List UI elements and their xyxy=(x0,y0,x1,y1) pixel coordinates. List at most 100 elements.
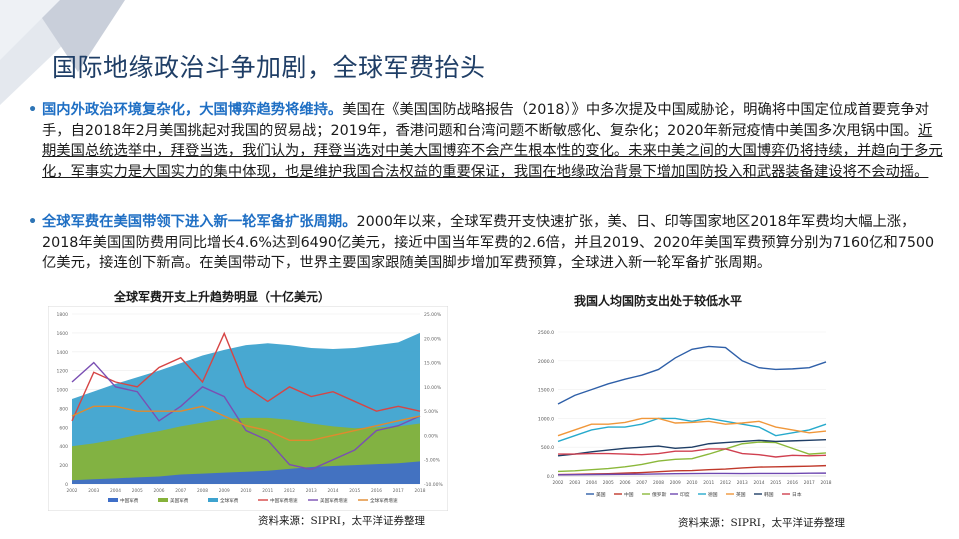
right-x-tick: 2006 xyxy=(620,480,631,486)
left-y-tick: 1400 xyxy=(57,350,69,356)
line-中国军费增速 xyxy=(71,331,421,422)
left-y-tick: 600 xyxy=(59,425,68,431)
left-y-tick: 0 xyxy=(65,482,68,488)
right-y-tick: 2000.0 xyxy=(538,359,554,365)
line-德国 xyxy=(557,417,827,443)
bullet-2-body: 2000年以来，全球军费开支快速扩张，美、日、印等国家地区2018年军费均大幅上… xyxy=(42,214,935,271)
line-印度 xyxy=(557,472,827,476)
bullet-1-underlined: 近期美国总统选举中，拜登当选，我们认为，拜登当选对中美大国博弈不会产生根本性的变… xyxy=(42,122,943,180)
right-x-tick: 2012 xyxy=(720,480,731,486)
left-x-tick: 2013 xyxy=(306,488,317,494)
legend-label: 中国军费 xyxy=(120,497,139,504)
left-y2-tick: 15.00% xyxy=(424,361,442,367)
bullet-1-lead: 国内外政治环境复杂化，大国博弈趋势将维持。 xyxy=(42,102,343,118)
right-chart-title: 我国人均国防支出处于较低水平 xyxy=(574,294,743,308)
line-全球军费增速 xyxy=(71,405,421,441)
per-capita-defense-chart: 0.0 500.0 1000.0 1500.0 2000.0 2500.0 2002 2003… xyxy=(538,330,832,498)
corner-decoration xyxy=(0,0,125,105)
left-y2-tick: 5.00% xyxy=(424,409,439,415)
right-x-tick: 2017 xyxy=(804,480,815,486)
right-x-tick: 2008 xyxy=(653,480,664,486)
left-x-tick: 2014 xyxy=(328,488,339,494)
left-x-tick: 2018 xyxy=(415,488,426,494)
right-y-tick: 500.0 xyxy=(541,445,554,451)
left-x-tick: 2015 xyxy=(349,488,360,494)
right-x-tick: 2015 xyxy=(770,480,781,486)
page-title: 国际地缘政治斗争加剧，全球军费抬头 xyxy=(52,53,486,82)
bullet-2-lead: 全球军费在美国带领下进入新一轮军备扩张周期。 xyxy=(42,214,357,230)
right-x-tick: 2004 xyxy=(586,480,597,486)
left-x-tick: 2009 xyxy=(219,488,230,494)
left-x-tick: 2008 xyxy=(197,488,208,494)
left-x-tick: 2017 xyxy=(393,488,404,494)
left-x-tick: 2003 xyxy=(88,488,99,494)
legend-label: 日本 xyxy=(792,491,802,498)
legend-label: 韩国 xyxy=(764,491,774,498)
right-x-tick: 2007 xyxy=(636,480,647,486)
legend-label: 德国 xyxy=(708,491,718,498)
right-x-tick: 2014 xyxy=(754,480,765,486)
legend-label: 中国军费增速 xyxy=(270,497,298,504)
right-x-tick: 2002 xyxy=(553,480,564,486)
legend-label: 印度 xyxy=(680,491,690,498)
right-x-tick: 2003 xyxy=(569,480,580,486)
right-x-tick: 2005 xyxy=(603,480,614,486)
right-x-tick: 2013 xyxy=(737,480,748,486)
right-y-tick: 2500.0 xyxy=(538,330,554,336)
line-英国 xyxy=(557,417,827,437)
left-x-tick: 2010 xyxy=(241,488,252,494)
left-x-tick: 2006 xyxy=(154,488,165,494)
right-y-tick: 1000.0 xyxy=(538,416,554,422)
legend-label: 全球军费 xyxy=(220,497,239,504)
left-y2-tick: -10.00% xyxy=(424,482,444,488)
line-美国 xyxy=(557,345,827,405)
left-y2-tick: 20.00% xyxy=(424,336,442,342)
bullet-dot: • xyxy=(28,102,38,118)
line-美国军费增速 xyxy=(71,361,421,471)
line-俄罗斯 xyxy=(557,441,827,473)
left-y-tick: 1200 xyxy=(57,369,69,375)
left-y-tick: 800 xyxy=(59,406,68,412)
left-chart-title: 全球军费开支上升趋势明显（十亿美元） xyxy=(114,290,331,304)
left-y2-tick: 25.00% xyxy=(424,312,442,318)
left-y2-tick: 10.00% xyxy=(424,385,442,391)
legend-swatch xyxy=(108,498,118,502)
legend-label: 全球军费增速 xyxy=(370,497,398,504)
area-中国军费 xyxy=(72,461,420,484)
line-日本 xyxy=(558,448,827,458)
right-source-note: 资料来源：SIPRI，太平洋证券整理 xyxy=(678,517,845,529)
legend-label: 俄罗斯 xyxy=(652,491,667,498)
right-x-tick: 2016 xyxy=(787,480,798,486)
left-y2-tick: 0.00% xyxy=(424,433,439,439)
left-y-tick: 1800 xyxy=(57,312,69,318)
left-x-tick: 2011 xyxy=(262,488,273,494)
right-y-tick: 1500.0 xyxy=(538,388,554,394)
line-韩国 xyxy=(557,439,827,457)
left-x-tick: 2005 xyxy=(132,488,143,494)
bullet-1-body: 美国在《美国国防战略报告（2018）》中多次提及中国威胁论，明确将中国定位成首要… xyxy=(42,102,930,139)
left-y-tick: 1000 xyxy=(57,388,69,394)
legend-swatch xyxy=(208,498,218,502)
left-y-tick: 1600 xyxy=(57,331,69,337)
legend-label: 英国 xyxy=(736,491,746,498)
legend-swatch xyxy=(158,498,168,502)
left-x-tick: 2002 xyxy=(67,488,78,494)
left-y2-tick: -5.00% xyxy=(424,458,441,464)
right-y-tick: 0.0 xyxy=(547,474,554,480)
legend-label: 中国 xyxy=(624,491,634,498)
left-x-tick: 2004 xyxy=(110,488,121,494)
legend-label: 美国 xyxy=(596,491,606,498)
global-military-spending-chart: 0 200 400 600 800 1000 1200 1400 1600 1800 -10.00%… xyxy=(48,306,448,511)
left-y-tick: 400 xyxy=(59,444,68,450)
bullet-2: • 全球军费在美国带领下进入新一轮军备扩张周期。2000年以来，全球军费开支快速… xyxy=(28,212,943,274)
left-source-note: 资料来源：SIPRI，太平洋证券整理 xyxy=(258,515,425,527)
left-x-tick: 2012 xyxy=(284,488,295,494)
right-x-tick: 2010 xyxy=(687,480,698,486)
legend-label: 美国军费增速 xyxy=(320,497,348,504)
bullet-1: • 国内外政治环境复杂化，大国博弈趋势将维持。美国在《美国国防战略报告（2018… xyxy=(28,100,943,182)
left-y-tick: 200 xyxy=(59,463,68,469)
right-x-tick: 2011 xyxy=(703,480,714,486)
bullet-dot: • xyxy=(28,214,38,230)
left-x-tick: 2007 xyxy=(175,488,186,494)
right-x-tick: 2018 xyxy=(821,480,832,486)
